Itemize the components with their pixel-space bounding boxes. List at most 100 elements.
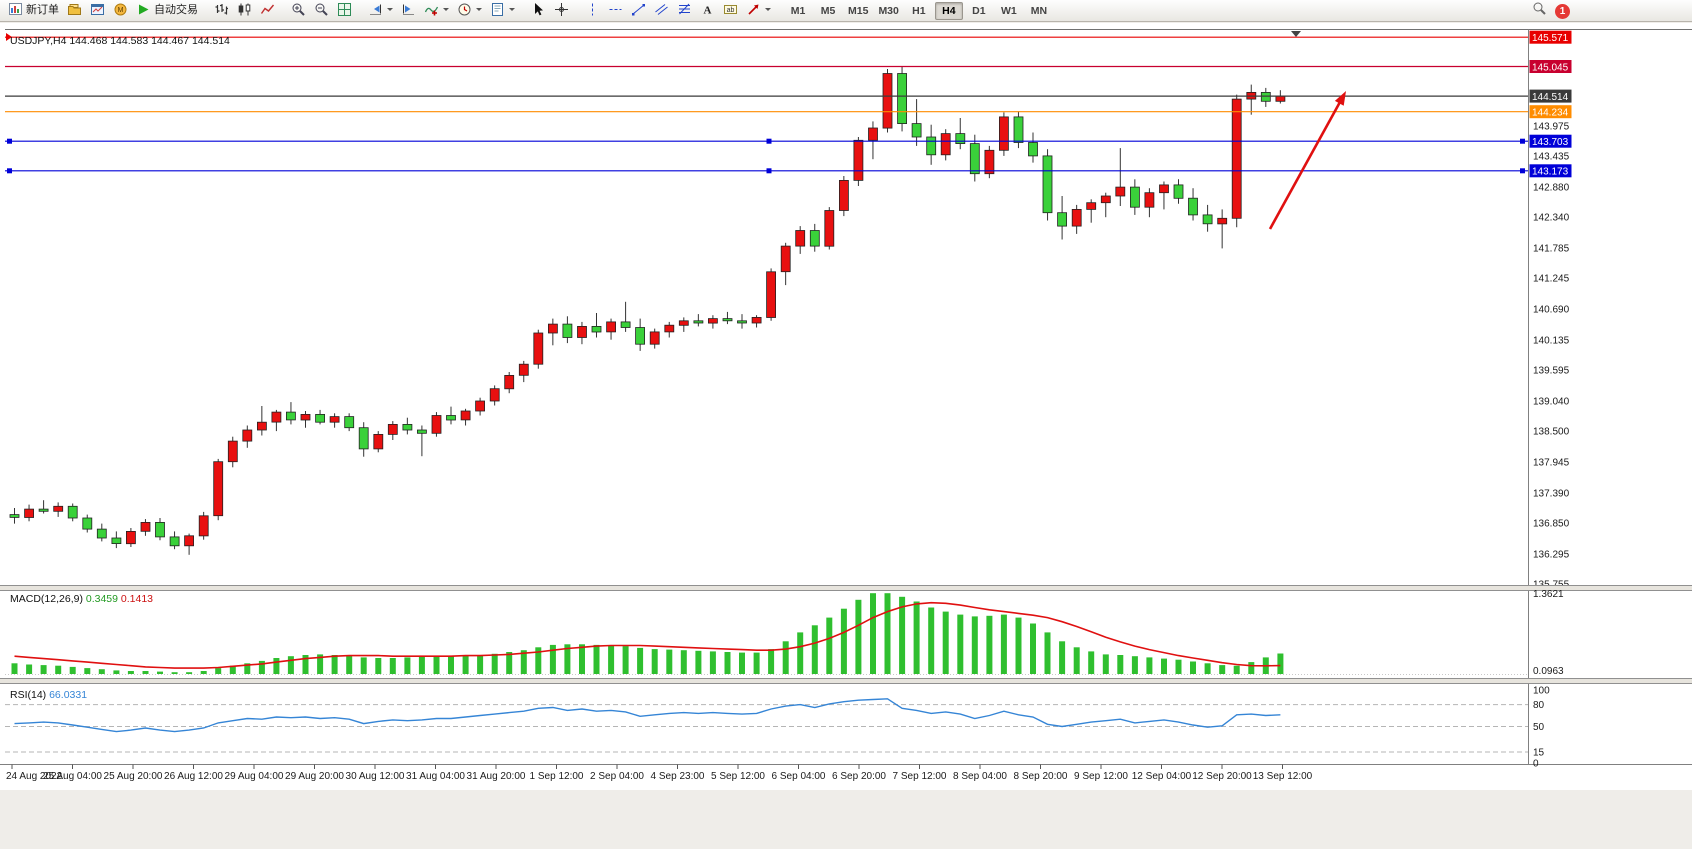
candle [969,143,980,175]
candles-icon [237,2,252,17]
candle [67,505,78,519]
text-tool-button[interactable]: A [697,0,718,19]
time-tick-label: 25 Aug 20:00 [104,771,163,782]
auto-scroll-button[interactable] [365,0,396,19]
rsi-label: RSI(14) 66.0331 [10,689,87,701]
macd-histogram-bar [1204,663,1211,674]
indicators-button[interactable] [421,0,452,19]
tile-windows-button[interactable] [334,0,355,19]
timeframe-M30[interactable]: M30 [878,5,899,17]
timeframe-D1[interactable]: D1 [972,5,986,17]
macd-histogram-bar [899,596,906,674]
level-line-143.703[interactable] [5,138,1528,144]
channel-tool-button[interactable] [651,0,672,19]
timeframe-M1[interactable]: M1 [790,5,806,17]
macd-histogram-bar [971,616,978,674]
search-icon[interactable] [1532,1,1547,21]
macd-histogram-bar [55,665,62,674]
price-tick-label: 142.340 [1533,213,1570,224]
candle [1231,98,1242,219]
crosshair-button[interactable] [551,0,572,19]
macd-histogram-bar [680,650,687,674]
timeframe-W1[interactable]: W1 [1001,5,1017,17]
macd-histogram-bar [928,607,935,674]
profiles-button[interactable] [64,0,85,19]
macd-histogram-bar [1015,617,1022,674]
hline-icon [608,2,623,17]
macd-histogram-bar [840,608,847,674]
macd-histogram-bar [739,652,745,674]
macd-histogram-bar [389,658,396,674]
level-line-143.173[interactable] [5,168,1528,174]
macd-histogram-bar [549,644,556,674]
new-order-button[interactable]: 新订单 [5,0,62,19]
zoom-out-button[interactable] [311,0,332,19]
templates-button[interactable] [487,0,518,19]
timeframe-H1[interactable]: H1 [912,5,926,17]
trend-arrow[interactable] [1268,91,1346,230]
bar-chart-mode-button[interactable] [211,0,232,19]
price-tick-label: 136.295 [1533,549,1570,560]
mql-icon: M [113,2,128,17]
candle [53,505,64,512]
trendline-tool-button[interactable] [628,0,649,19]
horizontal-line-tool-button[interactable] [605,0,626,19]
arrows-tool-button[interactable] [743,0,774,19]
time-tick-label: 29 Aug 04:00 [225,771,284,782]
candle [256,421,267,431]
macd-histogram-bar [797,632,804,674]
price-tick-label: 139.595 [1533,366,1570,377]
chart-shift-marker[interactable] [1291,31,1301,37]
charts-window-icon [90,2,105,17]
candle [882,73,893,129]
macd-histogram-bar [448,655,454,674]
time-tick-label: 1 Sep 12:00 [530,771,584,782]
time-tick-label: 31 Aug 04:00 [406,771,465,782]
line-chart-mode-button[interactable] [257,0,278,19]
channel-icon [654,2,669,17]
macd-histogram-bar [26,664,33,674]
chart-shift-button[interactable] [398,0,419,19]
macd-histogram-bar [462,655,469,674]
candle [649,331,660,345]
svg-text:143.173: 143.173 [1532,167,1569,178]
candle [708,318,718,324]
macd-histogram-bar [1175,659,1182,674]
charts-grid-button[interactable] [87,0,108,19]
macd-histogram-bar [579,644,585,674]
mql-community-button[interactable]: M [110,0,131,19]
macd-histogram-bar [782,641,789,674]
macd-histogram-bar [913,601,920,674]
candle-chart-mode-button[interactable] [234,0,255,19]
timeframe-H4[interactable]: H4 [934,2,963,20]
svg-text:144.234: 144.234 [1532,108,1569,119]
vertical-line-tool-button[interactable] [582,0,603,19]
candle [1100,195,1111,204]
time-tick-label: 7 Sep 12:00 [893,771,947,782]
notification-badge[interactable]: 1 [1555,3,1570,19]
macd-histogram-bar [404,657,411,674]
svg-text:ab: ab [727,7,735,14]
candle [329,416,340,423]
candle [664,324,675,333]
macd-histogram-bar [1000,614,1007,674]
macd-histogram-bar [666,649,673,674]
timeframe-MN[interactable]: MN [1030,5,1048,17]
timeframe-M15[interactable]: M15 [848,5,869,17]
cursor-button[interactable] [528,0,549,19]
candle [358,427,369,450]
time-tick-label: 4 Sep 23:00 [651,771,705,782]
macd-histogram-bar [768,649,775,674]
profiles-icon [67,2,82,17]
zoom-in-button[interactable] [288,0,309,19]
macd-histogram-bar [157,671,163,674]
timeframe-M5[interactable]: M5 [820,5,836,17]
macd-histogram-bar [98,669,105,674]
periods-button[interactable] [454,0,485,19]
fibonacci-tool-button[interactable] [674,0,695,19]
crosshair-icon [554,2,569,17]
line-hand le [7,168,12,174]
autotrading-button[interactable]: 自动交易 [133,0,201,19]
label-tool-button[interactable]: ab [720,0,741,19]
